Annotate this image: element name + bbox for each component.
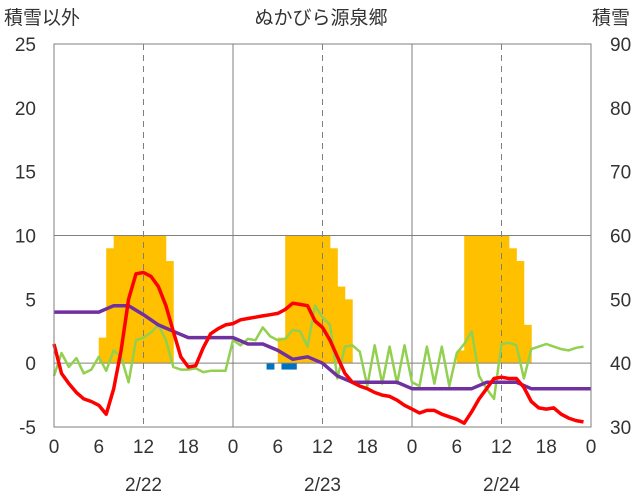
snowfall-bar (337, 286, 346, 364)
green-line-series (52, 304, 584, 401)
x-tick-label: 0 (586, 437, 597, 458)
x-tick-label: 0 (49, 437, 60, 458)
date-label: 2/22 (125, 475, 162, 496)
date-labels: 2/22 2/23 2/24 (125, 475, 520, 496)
snowfall-bar (322, 235, 331, 364)
x-tick-label: 6 (451, 437, 462, 458)
left-axis-title: 積雪以外 (4, 7, 80, 29)
x-tick-label: 6 (272, 437, 283, 458)
snowfall-bar (300, 235, 308, 364)
x-tick-label: 18 (357, 437, 378, 458)
right-axis-ticks: 30 40 50 60 70 80 90 (610, 35, 631, 439)
chart-title: ぬかびら源泉郷 (254, 7, 387, 29)
snowfall-bar (501, 235, 510, 364)
snowfall-bar (329, 248, 338, 364)
date-label: 2/24 (483, 475, 520, 496)
snowfall-bar (315, 235, 323, 364)
left-tick-label: 20 (15, 99, 36, 120)
snowfall-bar (523, 324, 532, 364)
snowfall-bar (165, 261, 174, 364)
right-axis-title: 積雪 (592, 7, 630, 29)
right-tick-label: 70 (610, 163, 631, 184)
left-tick-label: 15 (15, 163, 36, 184)
left-tick-label: 25 (15, 35, 36, 56)
x-tick-label: 6 (93, 437, 104, 458)
blue-bar (281, 363, 290, 370)
x-axis-ticks: 0 6 12 18 0 6 12 18 0 6 12 18 0 (49, 437, 597, 458)
left-tick-label: -5 (19, 418, 36, 439)
snowfall-bar (344, 299, 353, 364)
left-tick-label: 5 (25, 290, 36, 311)
snowfall-bar (277, 337, 286, 364)
snowfall-bar (464, 235, 473, 364)
snowfall-bar (479, 235, 487, 364)
x-tick-label: 0 (407, 437, 418, 458)
snowfall-bar (128, 235, 137, 364)
plot-frame (53, 43, 592, 428)
snowfall-bar (307, 235, 316, 364)
snowfall-bar (471, 235, 480, 364)
snowfall-bar (494, 235, 502, 364)
right-tick-label: 30 (610, 418, 631, 439)
snowfall-bar (456, 350, 465, 364)
right-tick-label: 60 (610, 227, 631, 248)
snowfall-bar (285, 235, 294, 364)
right-tick-label: 40 (610, 354, 631, 375)
blue-bar (288, 363, 297, 370)
snowfall-bar (98, 337, 107, 364)
left-tick-label: 0 (25, 354, 36, 375)
left-tick-label: 10 (15, 227, 36, 248)
snowfall-bar (113, 235, 122, 364)
x-tick-label: 18 (178, 437, 199, 458)
snowfall-bar (292, 235, 301, 364)
snowfall-bar (486, 235, 495, 364)
right-tick-label: 80 (610, 99, 631, 120)
left-axis-ticks: -5 0 5 10 15 20 25 (15, 35, 36, 439)
snowfall-bar (508, 248, 517, 364)
date-label: 2/23 (304, 475, 341, 496)
x-tick-label: 12 (491, 437, 512, 458)
right-tick-label: 50 (610, 290, 631, 311)
blue-bar (266, 363, 275, 370)
snowfall-bar (516, 261, 525, 364)
snowfall-bar (150, 235, 159, 364)
snowfall-bar (121, 235, 129, 364)
right-tick-label: 90 (610, 35, 631, 56)
x-tick-label: 18 (536, 437, 557, 458)
x-tick-label: 12 (133, 437, 154, 458)
lines-layer (52, 270, 591, 425)
x-tick-label: 12 (312, 437, 333, 458)
x-tick-label: 0 (228, 437, 239, 458)
snowfall-bar (143, 235, 152, 364)
red-line-series (52, 270, 584, 425)
snowfall-bar (136, 235, 144, 364)
